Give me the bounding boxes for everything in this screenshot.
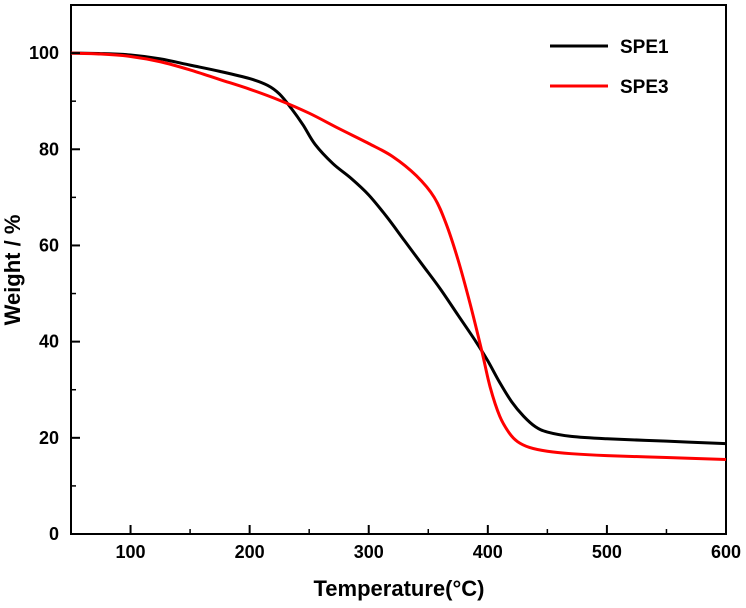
plot-area-frame xyxy=(70,4,727,535)
legend-label-spe1: SPE1 xyxy=(620,37,669,58)
legend-label-spe3: SPE3 xyxy=(620,77,669,98)
x-axis-title: Temperature(°C) xyxy=(314,576,485,601)
y-tick-label: 0 xyxy=(49,524,59,544)
series-layer xyxy=(70,51,727,461)
x-tick-label: 600 xyxy=(711,542,741,562)
y-tick-label: 60 xyxy=(39,235,59,255)
x-tick-label: 400 xyxy=(473,542,503,562)
legend: SPE1 SPE3 xyxy=(550,37,669,98)
series-line-spe1 xyxy=(70,51,727,446)
y-tick-label: 40 xyxy=(39,332,59,352)
y-tick-label: 100 xyxy=(29,43,59,63)
x-tick-label: 300 xyxy=(354,542,384,562)
axes xyxy=(70,4,727,535)
x-tick-label: 100 xyxy=(116,542,146,562)
y-axis-title: Weight / % xyxy=(0,215,25,326)
x-tick-label: 500 xyxy=(592,542,622,562)
series-line-spe3 xyxy=(70,51,727,461)
y-tick-label: 20 xyxy=(39,428,59,448)
x-tick-label: 200 xyxy=(235,542,265,562)
y-tick-label: 80 xyxy=(39,139,59,159)
ticks-layer: 100 200 300 400 500 600 0 20 40 60 80 100 xyxy=(29,43,741,562)
